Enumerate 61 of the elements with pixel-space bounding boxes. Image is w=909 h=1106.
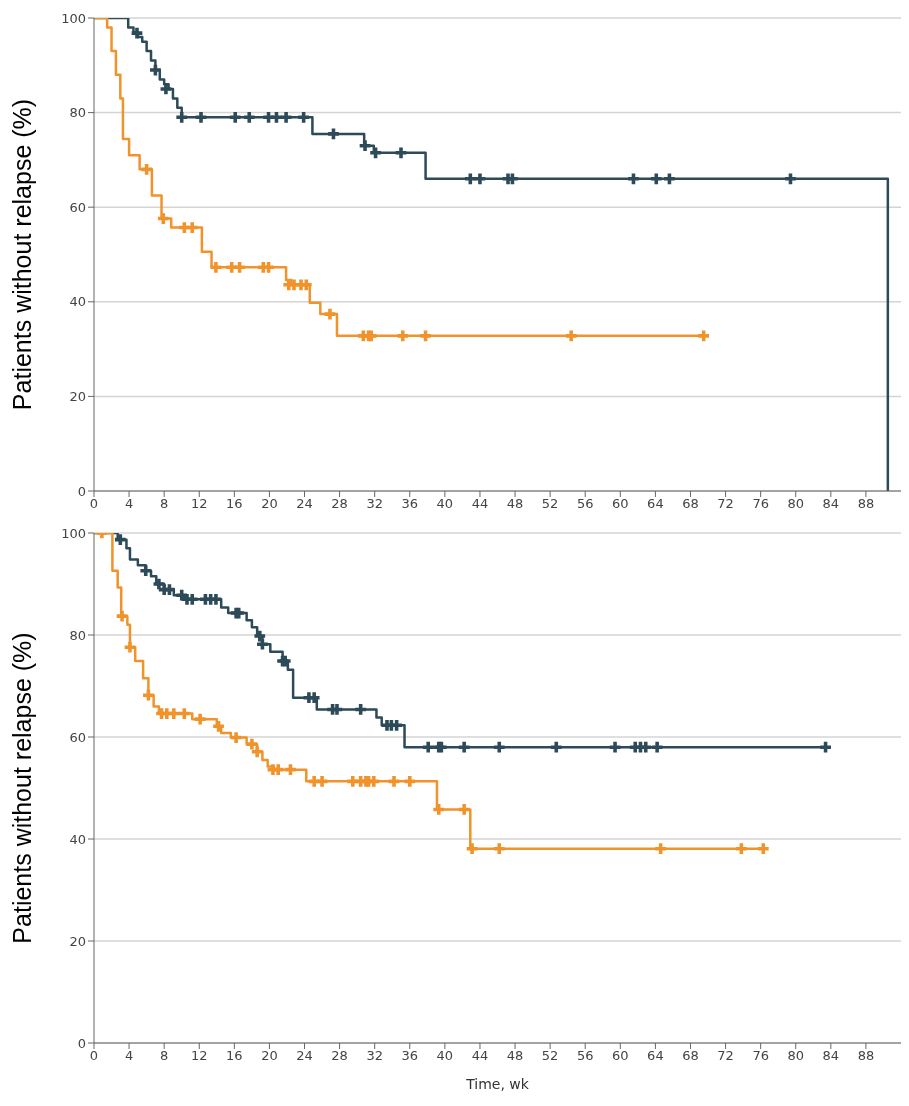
x-tick-label: 68: [682, 496, 699, 512]
x-tick-label: 36: [401, 1048, 419, 1064]
y-tick-label: 40: [69, 294, 86, 310]
y-tick-label: 40: [69, 831, 86, 847]
x-tick-label: 20: [261, 1048, 278, 1064]
x-tick-label: 56: [576, 1048, 594, 1064]
x-tick-label: 20: [261, 496, 278, 512]
x-tick-label: 64: [647, 496, 664, 512]
x-tick-label: 84: [822, 496, 840, 512]
x-tick-label: 8: [160, 496, 169, 512]
x-tick-label: 72: [717, 496, 734, 512]
y-tick-label: 0: [77, 1035, 86, 1051]
x-tick-label: 44: [471, 496, 489, 512]
x-tick-label: 52: [541, 1048, 559, 1064]
x-tick-label: 12: [190, 496, 208, 512]
y-tick-label: 0: [77, 483, 86, 499]
y-tick-label: 60: [69, 199, 86, 215]
x-tick-label: 56: [576, 496, 594, 512]
y-axis-title: Patients without relapse (%): [7, 98, 36, 411]
x-tick-label: 80: [787, 496, 805, 512]
x-tick-label: 12: [190, 1048, 208, 1064]
y-tick-label: 80: [69, 627, 86, 643]
x-tick-label: 80: [787, 1048, 805, 1064]
x-tick-label: 48: [506, 496, 524, 512]
x-tick-label: 16: [226, 496, 243, 512]
x-tick-label: 40: [436, 496, 454, 512]
x-tick-label: 60: [612, 1048, 629, 1064]
x-tick-label: 24: [296, 1048, 313, 1064]
x-tick-label: 4: [124, 496, 134, 512]
x-tick-label: 76: [752, 1048, 769, 1064]
x-tick-label: 0: [89, 1048, 99, 1064]
x-tick-label: 72: [717, 1048, 734, 1064]
x-tick-label: 68: [682, 1048, 699, 1064]
x-tick-label: 48: [506, 1048, 524, 1064]
x-tick-label: 4: [124, 1048, 134, 1064]
x-tick-label: 8: [160, 1048, 169, 1064]
x-tick-label: 44: [471, 1048, 489, 1064]
x-tick-label: 28: [331, 496, 348, 512]
x-tick-label: 88: [857, 496, 875, 512]
x-tick-label: 76: [752, 496, 769, 512]
y-tick-label: 80: [69, 105, 86, 121]
x-tick-label: 32: [366, 496, 383, 512]
y-tick-label: 20: [69, 933, 86, 949]
x-tick-label: 0: [89, 496, 99, 512]
x-tick-label: 88: [857, 1048, 875, 1064]
y-axis-title: Patients without relapse (%): [7, 632, 36, 944]
x-tick-label: 36: [401, 496, 419, 512]
y-tick-label: 60: [69, 729, 86, 745]
x-tick-label: 32: [366, 1048, 383, 1064]
y-tick-label: 100: [61, 10, 86, 26]
x-tick-label: 64: [647, 1048, 664, 1064]
x-tick-label: 16: [226, 1048, 243, 1064]
x-tick-label: 40: [436, 1048, 454, 1064]
x-tick-label: 52: [541, 496, 559, 512]
x-tick-label: 60: [612, 496, 629, 512]
x-tick-label: 24: [296, 496, 313, 512]
x-axis-title: Time, wk: [465, 1076, 530, 1092]
x-tick-label: 28: [331, 1048, 348, 1064]
y-tick-label: 20: [69, 389, 86, 405]
y-tick-label: 100: [61, 525, 86, 541]
x-tick-label: 84: [822, 1048, 840, 1064]
